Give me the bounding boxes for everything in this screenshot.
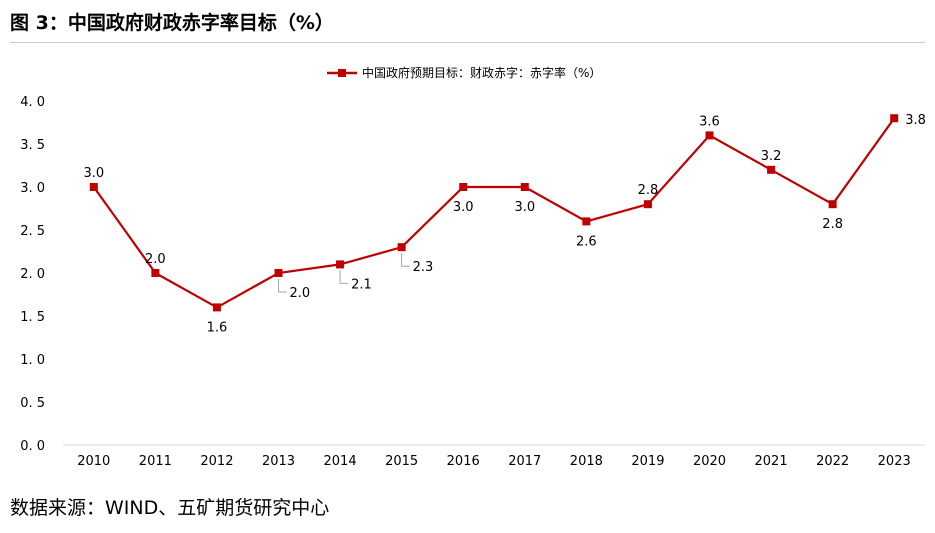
x-axis: 2010 2011 2012 2013 2014 2015 2016 2017 2018 2019… xyxy=(77,454,911,469)
data-point-marker xyxy=(89,183,98,191)
data-label: 3.0 xyxy=(453,200,474,215)
y-tick-label: 3. 5 xyxy=(20,138,45,153)
source-note: 数据来源：WIND、五矿期货研究中心 xyxy=(10,497,330,519)
x-tick-label: 2011 xyxy=(139,454,172,469)
leader-line xyxy=(278,279,287,293)
series-line xyxy=(92,117,896,309)
title-divider xyxy=(10,42,925,43)
y-tick-label: 3. 0 xyxy=(20,181,45,196)
data-label: 3.0 xyxy=(514,200,535,215)
data-label: 2.3 xyxy=(413,260,434,275)
data-point-marker xyxy=(459,183,468,191)
y-tick-label: 0. 0 xyxy=(20,439,45,454)
data-point-marker xyxy=(767,165,776,174)
leader-line xyxy=(339,270,349,284)
x-tick-label: 2014 xyxy=(324,454,357,469)
data-label: 2.1 xyxy=(351,277,372,292)
data-point-marker xyxy=(151,269,160,277)
data-point-marker xyxy=(705,131,714,140)
y-tick-label: 2. 0 xyxy=(20,267,45,282)
data-point-marker xyxy=(336,260,345,269)
legend-marker-swatch xyxy=(338,69,346,77)
y-tick-label: 0. 5 xyxy=(20,396,45,411)
x-tick-label: 2021 xyxy=(755,454,788,469)
data-point-marker xyxy=(274,269,283,277)
y-tick-label: 1. 5 xyxy=(20,310,45,325)
x-tick-label: 2019 xyxy=(631,454,664,469)
x-tick-label: 2023 xyxy=(878,454,911,469)
data-label: 2.8 xyxy=(638,183,659,198)
data-label: 3.2 xyxy=(761,149,782,164)
x-tick-label: 2017 xyxy=(508,454,541,469)
series-markers xyxy=(89,114,899,312)
data-labels: 3.0 2.0 1.6 2.0 2.1 2.3 3.0 3.0 2.6 2.8 3.6 3.2 2.8 3… xyxy=(83,113,925,335)
x-tick-label: 2015 xyxy=(385,454,418,469)
data-point-marker xyxy=(828,200,837,209)
x-tick-label: 2010 xyxy=(77,454,110,469)
data-label: 3.6 xyxy=(699,114,720,129)
data-point-marker xyxy=(890,114,899,123)
y-tick-label: 4. 0 xyxy=(20,95,45,110)
data-label: 1.6 xyxy=(207,320,228,335)
data-point-marker xyxy=(212,303,221,312)
data-label: 3.8 xyxy=(905,113,926,128)
x-tick-label: 2018 xyxy=(570,454,603,469)
chart-legend: 中国政府预期目标：财政赤字：赤字率（%） xyxy=(327,65,601,80)
y-tick-label: 1. 0 xyxy=(20,353,45,368)
y-tick-label: 2. 5 xyxy=(20,224,45,239)
data-point-marker xyxy=(582,217,591,226)
leader-line xyxy=(401,253,410,267)
data-label: 3.0 xyxy=(83,166,104,181)
data-point-marker xyxy=(643,200,652,209)
figure-title: 图 3：中国政府财政赤字率目标（%） xyxy=(10,12,334,34)
legend-entry: 中国政府预期目标：财政赤字：赤字率（%） xyxy=(362,65,601,80)
x-tick-label: 2012 xyxy=(200,454,233,469)
x-tick-label: 2013 xyxy=(262,454,295,469)
label-leader-lines xyxy=(278,253,410,293)
x-tick-label: 2016 xyxy=(447,454,480,469)
x-tick-label: 2022 xyxy=(816,454,849,469)
data-point-marker xyxy=(520,183,529,191)
data-label: 2.0 xyxy=(290,286,311,301)
data-label: 2.6 xyxy=(576,234,597,249)
y-axis: 0. 0 0. 5 1. 0 1. 5 2. 0 2. 5 3. 0 3. 5 4. 0 xyxy=(20,95,45,454)
data-point-marker xyxy=(397,243,406,252)
data-label: 2.0 xyxy=(145,252,166,267)
data-label: 2.8 xyxy=(822,217,843,232)
x-tick-label: 2020 xyxy=(693,454,726,469)
